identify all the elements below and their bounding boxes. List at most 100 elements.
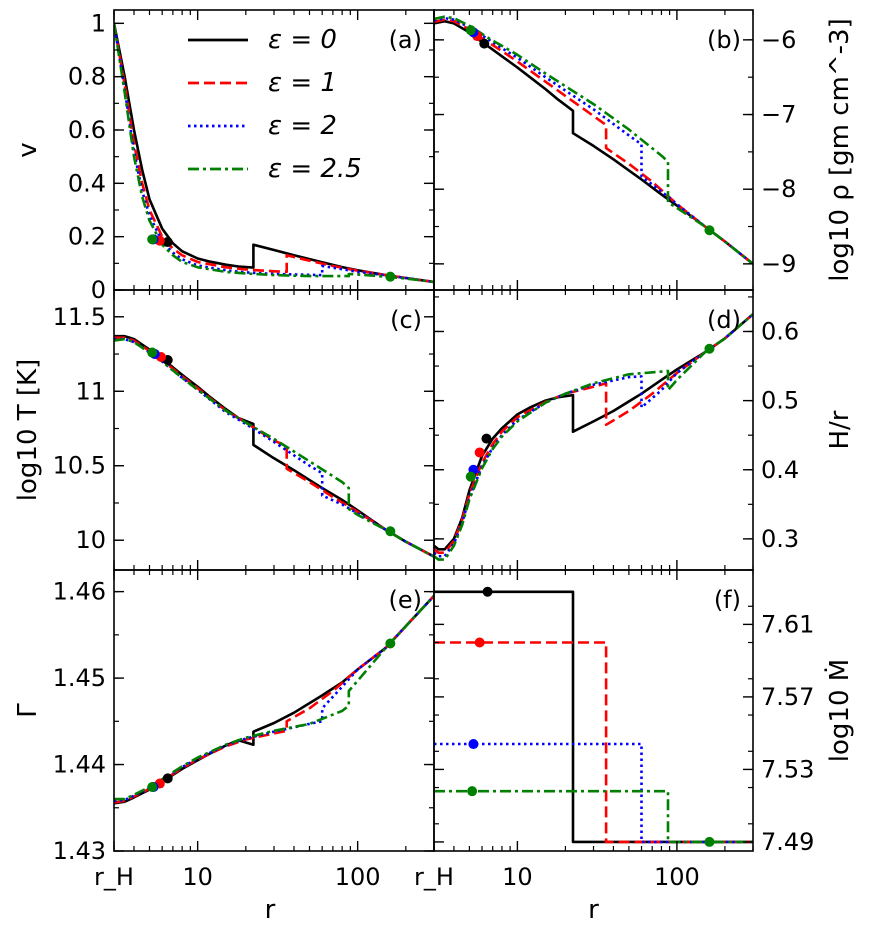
data-point-f-2 [468,739,479,750]
panel-c: 10 10.5 11 11.5 log10 T [K] (c) [13,289,435,571]
series-line-c-2 [114,337,434,558]
data-point-c-3 [147,347,158,358]
y-tick-label: −7 [761,101,796,129]
panel-label: (a) [389,26,422,54]
y-tick-label: 1.45 [53,664,106,692]
legend-label: ε = 1 [268,68,337,98]
panel-e: 1.43 1.44 1.45 1.46 Γ (e) [13,569,435,865]
y-axis-title: log10 ρ [gm cm^-3] [825,18,855,281]
series-line-e-2 [114,595,434,803]
series-line-e-0 [114,595,434,805]
series-line-c-2.5 [114,337,434,558]
y-axis-title: log10 T [K] [13,359,43,501]
y-tick-label: 0.6 [761,317,799,345]
panel-b: −6 −7 −8 −9 log10 ρ [gm cm^-3] (b) [433,9,855,291]
y-tick-label: 7.49 [761,828,814,856]
x-tick-label: 10 [502,863,533,891]
data-point-a-0 [162,237,173,247]
x-axis-layer: r_H 10 100 r r_H 10 100 r [94,863,700,925]
series-group [434,586,753,847]
data-point-f-0 [482,586,493,597]
y-tick-label: 0 [91,276,106,304]
x-tick-label: 100 [654,863,700,891]
data-point-d-4 [704,343,715,354]
data-point-f-4 [704,836,715,847]
x-axis-title: r [265,895,276,925]
legend-label: ε = 0 [268,25,337,55]
series-line-e-1 [114,595,434,804]
series-line-f-2 [434,742,753,844]
data-point-b-0 [479,38,490,49]
series-line-e-2.5 [114,595,434,801]
y-tick-label: 0.8 [68,63,106,91]
y-tick-label: −9 [761,250,796,278]
y-tick-label: 0.5 [761,387,799,415]
panel-label: (c) [390,306,422,334]
y-tick-label: −8 [761,175,796,203]
data-point-f-3 [467,786,478,797]
data-point-e-0 [162,773,173,784]
panel-d: 0.3 0.4 0.5 0.6 H/r (d) [433,289,855,571]
y-tick-label: 10.5 [53,452,106,480]
panel-frame [433,9,754,291]
panel-a: 0 0.2 0.4 0.6 0.8 1 v (a) ε = 0 ε = 1 ε = 2 ε = 2.5 [13,9,435,304]
series-line-c-0 [114,334,434,558]
y-tick-label: −6 [761,26,796,54]
panel-frame [433,569,754,852]
series-line-b-1 [434,18,753,265]
legend-label: ε = 2.5 [268,154,362,184]
panel-label: (b) [707,26,741,54]
series-line-f-1 [434,641,753,844]
panel-label: (f) [714,586,741,614]
x-axis-title: r [588,895,599,925]
data-point-c-4 [385,526,396,537]
y-tick-label: 1.43 [53,837,106,865]
data-point-d-1 [474,447,485,458]
data-point-f-1 [474,637,485,648]
panel-frame [113,289,435,571]
y-axis-title: H/r [825,410,855,449]
legend: ε = 0 ε = 1 ε = 2 ε = 2.5 [188,25,362,184]
series-group [114,23,434,284]
y-axis-title: v [13,142,43,157]
legend-label: ε = 2 [268,111,337,141]
series-line-a-2.5 [114,23,434,284]
y-tick-label: 10 [75,526,106,554]
series-group [434,313,753,561]
y-tick-label: 0.3 [761,525,799,553]
y-tick-label: 1 [91,9,106,37]
y-tick-label: 11 [75,377,106,405]
data-point-a-3 [147,234,158,245]
x-axis-col-0: r_H 10 100 r [94,863,381,925]
series-group [114,595,434,805]
series-line-d-2.5 [434,313,753,561]
panel-label: (e) [389,586,423,614]
y-tick-label: 0.2 [68,223,106,251]
y-tick-label: 0.4 [761,456,799,484]
panel-frame [113,569,435,852]
y-tick-label: 7.57 [761,683,814,711]
panels-layer: 0 0.2 0.4 0.6 0.8 1 v (a) ε = 0 ε = 1 ε = 2 ε = 2.5… [13,9,855,865]
panel-label: (d) [707,306,741,334]
y-tick-label: 11.5 [53,303,106,331]
data-point-d-0 [481,433,492,444]
x-tick-label: r_H [94,863,134,891]
y-axis-title: Γ [13,703,43,718]
y-tick-label: 1.46 [53,578,106,606]
x-tick-label: 100 [335,863,381,891]
x-axis-col-1: r_H 10 100 r [414,863,700,925]
y-tick-label: 7.61 [761,610,814,638]
data-point-b-3 [465,25,476,36]
panel-f: 7.49 7.53 7.57 7.61 log10 Ṁ (f) [433,569,855,856]
panel-frame [433,289,754,571]
y-tick-label: 0.4 [68,169,106,197]
series-group [434,15,753,265]
data-point-b-4 [704,225,715,236]
series-line-f-0 [434,590,753,844]
y-tick-label: 7.53 [761,755,814,783]
y-tick-label: 1.44 [53,751,106,779]
series-line-c-1 [114,336,434,558]
data-point-d-3 [465,471,476,482]
series-line-a-2 [114,23,434,284]
